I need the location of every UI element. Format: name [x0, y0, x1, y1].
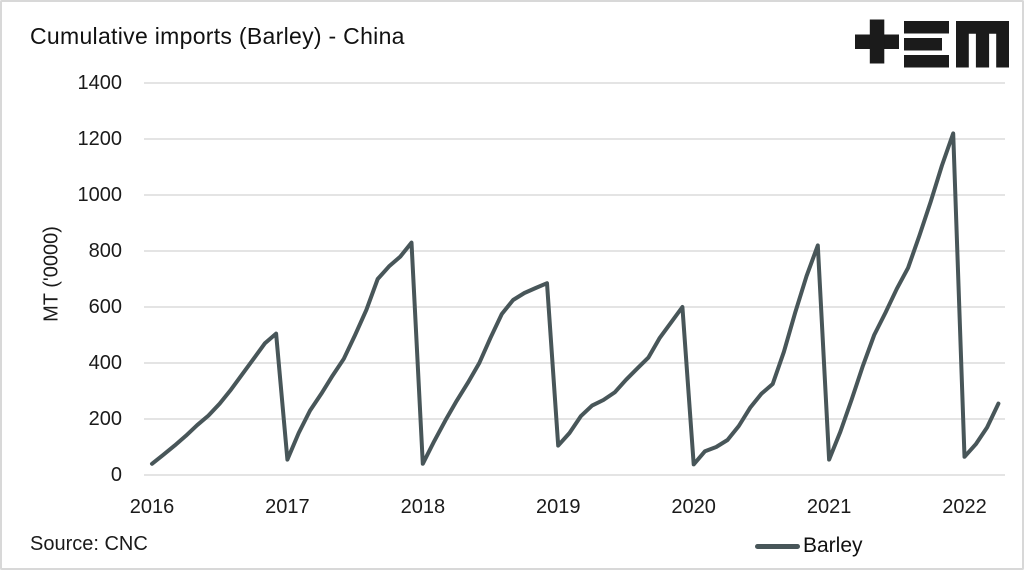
- source-note: Source: CNC: [30, 533, 148, 555]
- barley-series-line: [150, 131, 1001, 467]
- y-tick-label: 1000: [77, 184, 123, 206]
- legend: Barley: [755, 534, 863, 558]
- legend-label: Barley: [803, 534, 863, 557]
- y-tick-label: 0: [110, 464, 122, 486]
- plus-icon: [855, 19, 899, 64]
- y-tick-label: 400: [88, 352, 122, 374]
- x-tick-label: 2020: [671, 496, 716, 518]
- x-tick-label: 2022: [942, 496, 987, 518]
- y-tick-label: 800: [88, 240, 122, 262]
- y-tick-label: 600: [88, 296, 122, 318]
- x-tick-label: 2019: [536, 496, 581, 518]
- x-tick-label: 2021: [806, 496, 852, 518]
- x-tick-label: 2017: [265, 496, 310, 518]
- legend-line-swatch: [755, 543, 800, 549]
- x-tick-label: 2016: [129, 496, 175, 518]
- gridlines: [144, 82, 1005, 476]
- y-tick-label: 200: [88, 408, 122, 430]
- barley-line: [150, 131, 1001, 467]
- y-tick-label: 1200: [77, 128, 123, 150]
- x-tick-label: 2018: [400, 496, 446, 518]
- triple-bar-icon: [904, 21, 949, 68]
- y-tick-label: 1400: [77, 72, 123, 94]
- m-icon: [956, 21, 1009, 68]
- chart-title: Cumulative imports (Barley) - China: [30, 23, 405, 49]
- tem-logo: [855, 19, 1009, 68]
